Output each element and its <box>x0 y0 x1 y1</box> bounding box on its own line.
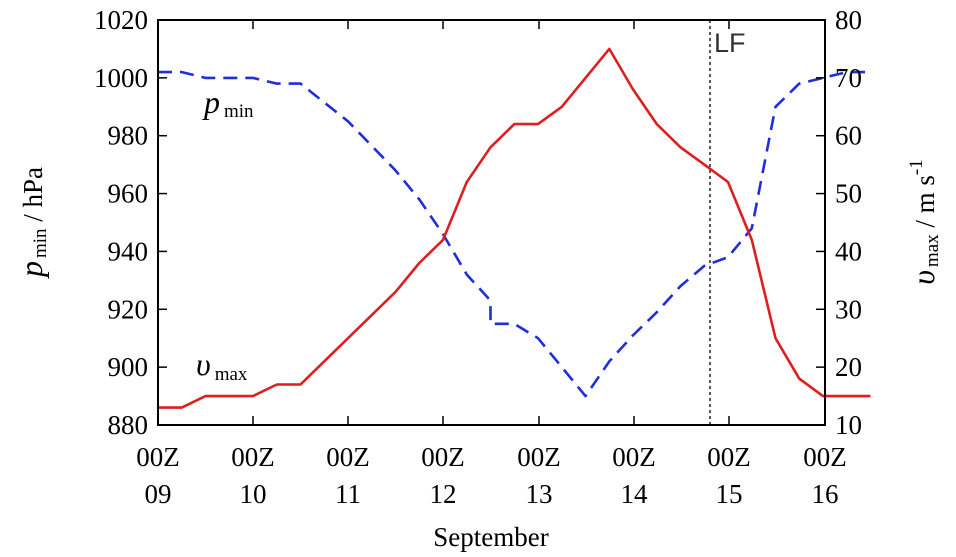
y-right-tick-label: 40 <box>835 236 862 266</box>
y-left-title-symbol: p <box>13 261 49 279</box>
plot-frame <box>157 19 826 426</box>
y-right-tick-label: 50 <box>835 179 862 209</box>
y-right-title-unit: / m s <box>910 175 940 234</box>
y-right-title-symbol: υ <box>905 270 941 285</box>
x-tick-label-day: 09 <box>145 479 172 509</box>
y-right-tick-label: 60 <box>835 121 862 151</box>
series-label-pmin-sub: min <box>224 101 254 122</box>
x-tick-label-time: 00Z <box>707 442 751 472</box>
x-tick-label-day: 16 <box>812 479 839 509</box>
series-label-pmin: p min <box>202 84 254 122</box>
x-tick-label-day: 14 <box>621 479 649 509</box>
y-left-title-sub: min <box>30 228 51 258</box>
x-tick-label-day: 12 <box>430 479 457 509</box>
x-tick-label-time: 00Z <box>136 442 180 472</box>
x-axis-title: September <box>433 522 548 552</box>
y-left-tick-label: 920 <box>108 294 149 324</box>
y-left-title-unit: / hPa <box>18 167 48 229</box>
x-tick-label-day: 10 <box>240 479 267 509</box>
x-tick-label-day: 11 <box>335 479 361 509</box>
x-tick-label-time: 00Z <box>612 442 656 472</box>
x-tick-label-time: 00Z <box>517 442 561 472</box>
y-right-tick-label: 20 <box>835 352 862 382</box>
y-right-title-sub: max <box>922 234 943 267</box>
x-tick-label-day: 15 <box>716 479 743 509</box>
series-layer <box>158 47 871 409</box>
y-right-tick-label: 30 <box>835 294 862 324</box>
x-tick-label-time: 00Z <box>326 442 370 472</box>
y-right-title-sup: -1 <box>906 159 927 175</box>
y-left-tick-label: 880 <box>108 410 149 440</box>
series-label-pmin-symbol: p <box>202 84 220 120</box>
axes: 8809009209409609801000102010203040506070… <box>94 5 862 509</box>
x-tick-label-time: 00Z <box>231 442 275 472</box>
series-label-vmax-sub: max <box>215 364 248 385</box>
landfall-label: LF <box>714 28 746 58</box>
y-left-tick-label: 980 <box>108 121 149 151</box>
y-left-tick-label: 940 <box>108 236 149 266</box>
y-right-tick-label: 80 <box>835 5 862 35</box>
x-tick-label-time: 00Z <box>421 442 465 472</box>
series-line-vmax <box>158 47 871 409</box>
y-left-tick-label: 900 <box>108 352 149 382</box>
x-tick-label-time: 00Z <box>803 442 847 472</box>
series-label-vmax-symbol: υ <box>196 346 211 382</box>
y-right-tick-label: 70 <box>835 63 862 93</box>
y-left-tick-label: 1020 <box>94 5 148 35</box>
y-right-tick-label: 10 <box>835 410 862 440</box>
y-left-tick-label: 1000 <box>94 63 148 93</box>
series-label-vmax: υ max <box>196 346 248 385</box>
y-left-axis-title: p min / hPa <box>13 167 51 279</box>
series-line-pmin <box>158 70 871 398</box>
x-tick-label-day: 13 <box>526 479 553 509</box>
y-right-axis-title: υ max / m s-1 <box>905 159 943 285</box>
y-left-tick-label: 960 <box>108 179 149 209</box>
